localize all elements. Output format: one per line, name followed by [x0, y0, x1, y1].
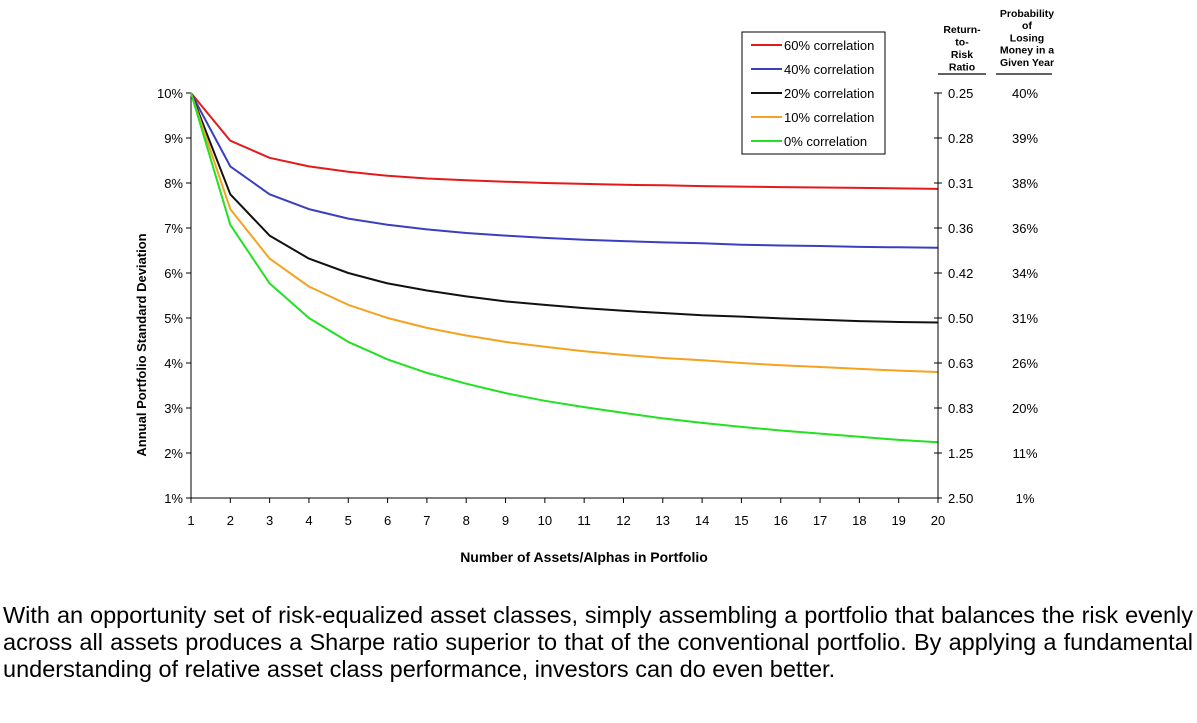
probability-label: 38%: [1012, 176, 1038, 191]
ratio-label: 0.63: [948, 356, 973, 371]
ratio-label: 0.50: [948, 311, 973, 326]
axes: 1%2%3%4%5%6%7%8%9%10%1 2 3 4 5 6 7 8 9 10 11 12 13 14…: [157, 86, 945, 528]
ratio-label: 0.42: [948, 266, 973, 281]
legend-label: 60% correlation: [784, 38, 874, 53]
series-line-10-correlation: [190, 92, 939, 373]
series-line-40-correlation: [190, 92, 939, 249]
x-tick-label: 8: [463, 513, 470, 528]
x-tick-label: 16: [774, 513, 788, 528]
probability-label: 34%: [1012, 266, 1038, 281]
y-tick-label: 9%: [164, 131, 183, 146]
ratio-label: 1.25: [948, 446, 973, 461]
probability-header-line: of: [1022, 20, 1032, 32]
series-lines: [190, 92, 939, 444]
probability-label: 36%: [1012, 221, 1038, 236]
x-tick-label: 14: [695, 513, 709, 528]
legend: 60% correlation 40% correlation 20% correl…: [741, 31, 886, 155]
x-tick-label: 13: [656, 513, 670, 528]
legend-label: 10% correlation: [784, 110, 874, 125]
y-tick-label: 1%: [164, 491, 183, 506]
x-tick-label: 9: [502, 513, 509, 528]
probability-label: 26%: [1012, 356, 1038, 371]
x-tick-label: 5: [345, 513, 352, 528]
x-tick-label: 19: [891, 513, 905, 528]
x-tick-label: 3: [266, 513, 273, 528]
series-line-60-correlation: [190, 92, 939, 190]
probability-label: 20%: [1012, 401, 1038, 416]
caption-paragraph: With an opportunity set of risk-equalize…: [3, 602, 1193, 682]
x-tick-label: 11: [577, 513, 591, 528]
ratio-label: 2.50: [948, 491, 973, 506]
legend-label: 40% correlation: [784, 62, 874, 77]
probability-label: 31%: [1012, 311, 1038, 326]
x-tick-label: 15: [734, 513, 748, 528]
y-tick-label: 6%: [164, 266, 183, 281]
x-tick-label: 20: [931, 513, 945, 528]
probability-header-line: Given Year: [1000, 57, 1054, 69]
legend-label: 20% correlation: [784, 86, 874, 101]
x-tick-label: 10: [538, 513, 552, 528]
ratio-label: 0.25: [948, 86, 973, 101]
legend-label: 0% correlation: [784, 134, 867, 149]
x-tick-label: 4: [305, 513, 312, 528]
y-axis-title: Annual Portfolio Standard Deviation: [134, 233, 149, 456]
probability-label: 1%: [1016, 491, 1035, 506]
y-tick-label: 10%: [157, 86, 183, 101]
probability-header-line: Losing: [1010, 32, 1044, 44]
x-tick-label: 2: [227, 513, 234, 528]
ratio-label: 0.36: [948, 221, 973, 236]
probability-header-line: Money in a: [1000, 45, 1054, 57]
right-axis: 0.25 40% 0.28 39% 0.31 38% 0.36 36% 0.42 34% 0.50 3…: [934, 8, 1054, 506]
ratio-header-line: Risk: [951, 49, 973, 61]
x-tick-label: 7: [423, 513, 430, 528]
y-tick-label: 3%: [164, 401, 183, 416]
risk-reduction-chart: 1%2%3%4%5%6%7%8%9%10%1 2 3 4 5 6 7 8 9 10 11 12 13 14…: [134, 8, 1054, 565]
y-tick-label: 8%: [164, 176, 183, 191]
probability-label: 11%: [1012, 446, 1037, 461]
x-tick-label: 17: [813, 513, 827, 528]
ratio-label: 0.31: [948, 176, 973, 191]
probability-label: 40%: [1012, 86, 1038, 101]
x-tick-label: 1: [187, 513, 194, 528]
ratio-header-line: Return-: [943, 24, 981, 36]
probability-label: 39%: [1012, 131, 1038, 146]
y-tick-label: 2%: [164, 446, 183, 461]
x-tick-label: 6: [384, 513, 391, 528]
ratio-label: 0.28: [948, 131, 973, 146]
series-line-0-correlation: [190, 92, 939, 444]
series-line-20-correlation: [190, 92, 939, 324]
probability-header-line: Probability: [1000, 8, 1054, 20]
y-tick-label: 7%: [164, 221, 183, 236]
ratio-label: 0.83: [948, 401, 973, 416]
x-tick-label: 12: [616, 513, 630, 528]
x-tick-label: 18: [852, 513, 866, 528]
ratio-header-line: Ratio: [949, 62, 975, 74]
y-tick-label: 4%: [164, 356, 183, 371]
ratio-header-line: to-: [955, 37, 969, 49]
x-axis-title: Number of Assets/Alphas in Portfolio: [460, 549, 708, 565]
y-tick-label: 5%: [164, 311, 183, 326]
